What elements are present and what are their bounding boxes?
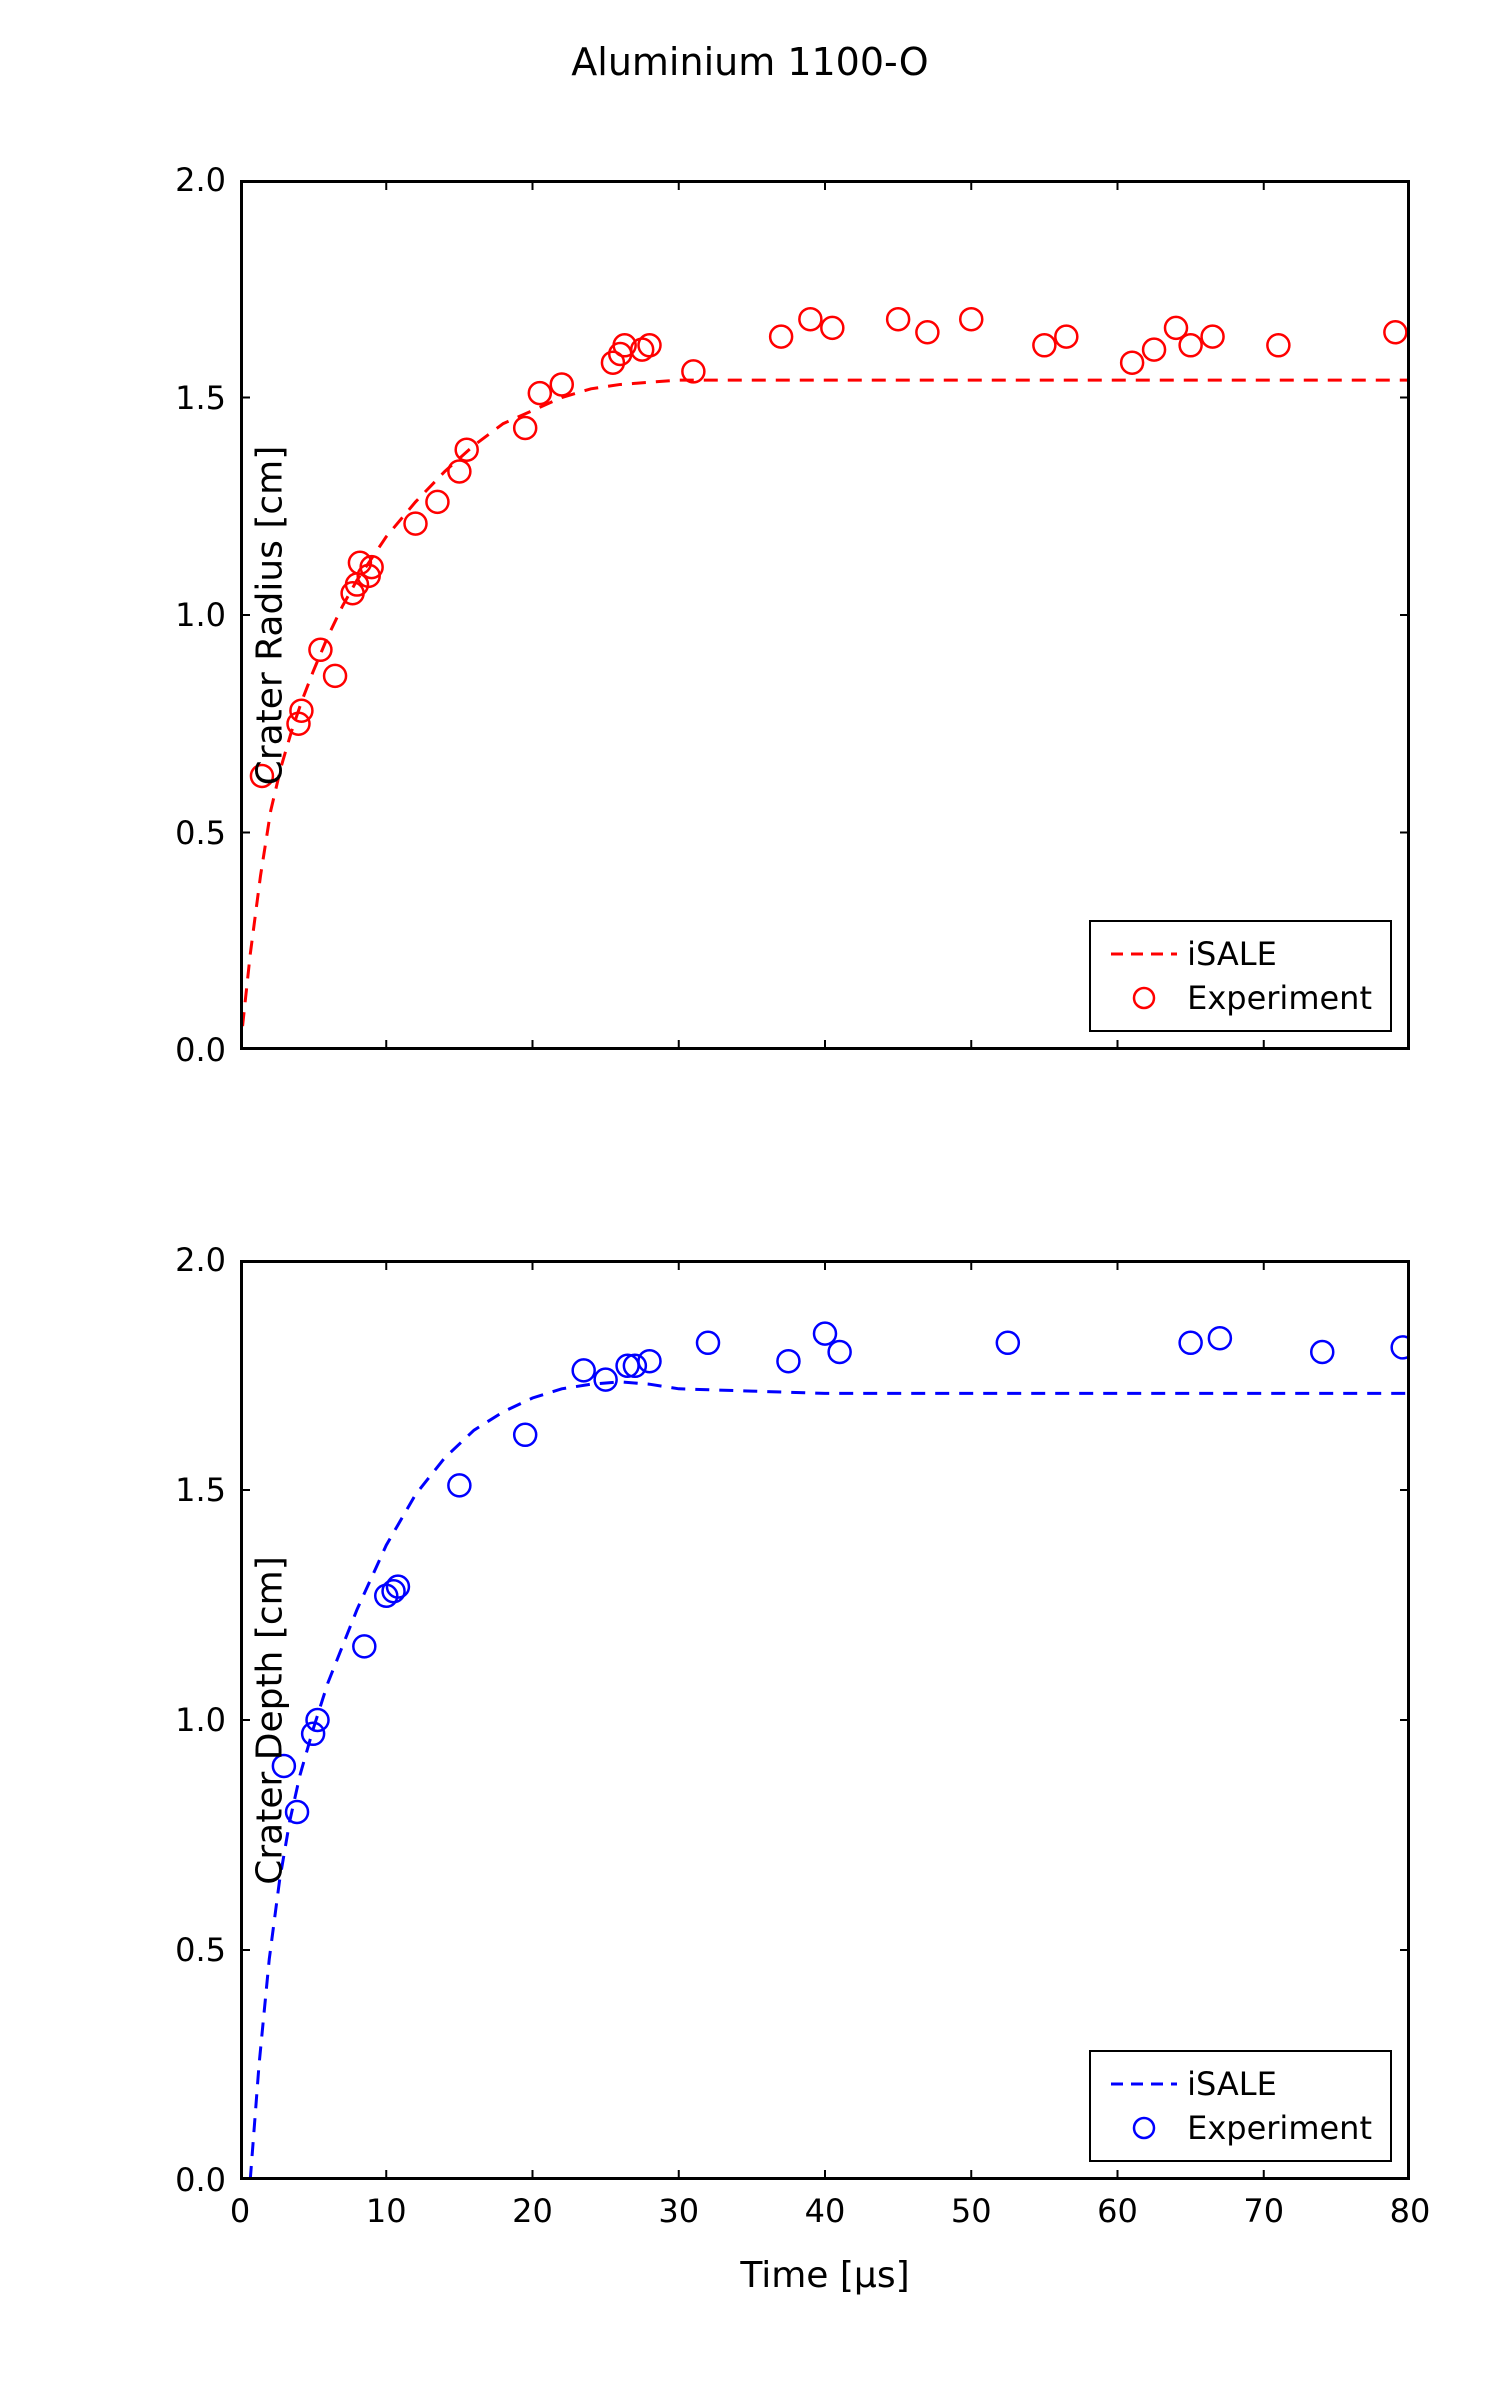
x-axis-label: Time [μs]	[240, 2255, 1410, 2296]
legend-marker-icon	[1109, 2116, 1179, 2140]
legend-item-experiment: Experiment	[1109, 976, 1372, 1020]
tick-label: 10	[366, 2192, 407, 2230]
tick-label: 50	[951, 2192, 992, 2230]
tick-label: 40	[805, 2192, 846, 2230]
legend-label: Experiment	[1179, 979, 1372, 1017]
legend-radius: iSALE Experiment	[1089, 920, 1392, 1032]
legend-line-icon	[1109, 2074, 1179, 2094]
tick-label: 70	[1243, 2192, 1284, 2230]
tick-label: 80	[1390, 2192, 1431, 2230]
legend-item-experiment: Experiment	[1109, 2106, 1372, 2150]
legend-depth: iSALE Experiment	[1089, 2050, 1392, 2162]
y-axis-label-depth: Crater Depth [cm]	[250, 1521, 291, 1921]
tick-label: 30	[658, 2192, 699, 2230]
y-axis-label-radius: Crater Radius [cm]	[250, 416, 291, 816]
crater-depth-panel: iSALE Experiment	[240, 1260, 1410, 2180]
legend-line-icon	[1109, 944, 1179, 964]
legend-item-isale: iSALE	[1109, 2062, 1372, 2106]
legend-label: Experiment	[1179, 2109, 1372, 2147]
tick-label: 1.0	[175, 1701, 226, 1739]
figure-title: Aluminium 1100-O	[0, 40, 1500, 84]
crater-depth-plot	[240, 1260, 1410, 2180]
tick-label: 0	[230, 2192, 250, 2230]
crater-radius-panel: iSALE Experiment	[240, 180, 1410, 1050]
legend-label: iSALE	[1179, 2065, 1277, 2103]
tick-label: 60	[1097, 2192, 1138, 2230]
legend-marker-icon	[1109, 986, 1179, 1010]
tick-label: 0.0	[175, 1031, 226, 1069]
tick-label: 2.0	[175, 1241, 226, 1279]
tick-label: 2.0	[175, 161, 226, 199]
tick-label: 1.5	[175, 1471, 226, 1509]
legend-item-isale: iSALE	[1109, 932, 1372, 976]
legend-label: iSALE	[1179, 935, 1277, 973]
tick-label: 1.0	[175, 596, 226, 634]
tick-label: 0.5	[175, 1931, 226, 1969]
tick-label: 0.0	[175, 2161, 226, 2199]
figure: Aluminium 1100-O iSALE Experiment Crater…	[0, 0, 1500, 2400]
tick-label: 1.5	[175, 379, 226, 417]
tick-label: 0.5	[175, 814, 226, 852]
tick-label: 20	[512, 2192, 553, 2230]
